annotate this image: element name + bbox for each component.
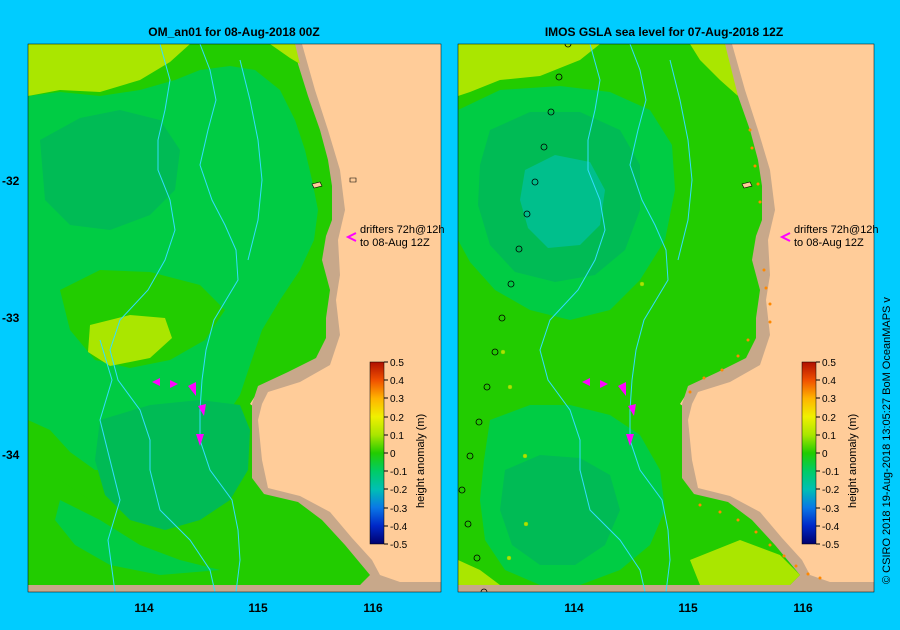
y-tick-label: -34: [2, 448, 20, 462]
colorbar-tick: -0.5: [390, 540, 408, 551]
x-tick-label: 114: [134, 601, 154, 615]
drifter-tracks: [152, 378, 206, 446]
colorbar-tick: 0.1: [822, 431, 836, 442]
colorbar-tick: 0.1: [390, 431, 404, 442]
drifter-note-line1: drifters 72h@12h: [360, 224, 445, 236]
right-map: [458, 44, 874, 592]
colorbar-tick: 0.5: [822, 358, 836, 369]
drifter-annotation-arrow: [345, 232, 357, 242]
shelf-area: [458, 44, 874, 592]
y-tick-label: -32: [2, 174, 20, 188]
credit-text: © CSIRO 2018 19-Aug-2018 13:05:27 BoM Oc…: [881, 297, 893, 584]
drifter-note-line2: to 08-Aug 12Z: [360, 237, 430, 249]
y-tick-label: -33: [2, 311, 20, 325]
colorbar-tick: 0.2: [822, 413, 836, 424]
colorbar-tick: 0: [390, 449, 396, 460]
colorbar-tick: 0: [822, 449, 828, 460]
colorbar-tick: -0.2: [390, 485, 408, 496]
shelf-area: [28, 44, 441, 592]
colorbar-tick: -0.1: [390, 467, 408, 478]
x-tick-label: 115: [678, 601, 698, 615]
x-tick-label: 116: [363, 601, 383, 615]
colorbar-label: height anomaly (m): [847, 414, 859, 508]
colorbar-tick: -0.3: [390, 504, 408, 515]
drifter-tracks: [582, 378, 636, 446]
colorbar-tick: -0.1: [822, 467, 840, 478]
colorbar-left: 0.5 0.4 0.3 0.2 0.1 0 -0.1 -0.2 -0.3 -0.…: [369, 358, 427, 551]
colorbar-tick: -0.4: [390, 522, 408, 533]
left-panel-title: OM_an01 for 08-Aug-2018 00Z: [148, 25, 319, 39]
right-panel-title: IMOS GSLA sea level for 07-Aug-2018 12Z: [545, 25, 783, 39]
colorbar-label: height anomaly (m): [415, 414, 427, 508]
colorbar-tick: 0.2: [390, 413, 404, 424]
colorbar-tick: -0.5: [822, 540, 840, 551]
colorbar-tick: -0.2: [822, 485, 840, 496]
colorbar-tick: 0.5: [390, 358, 404, 369]
colorbar-tick: 0.3: [822, 394, 836, 405]
x-tick-label: 114: [564, 601, 584, 615]
altimeter-points: [688, 128, 822, 580]
drifter-note-line2: to 08-Aug 12Z: [794, 237, 864, 249]
x-tick-label: 115: [248, 601, 268, 615]
colorbar-tick: -0.3: [822, 504, 840, 515]
drifter-annotation-arrow: [779, 232, 791, 242]
colorbar-right: 0.5 0.4 0.3 0.2 0.1 0 -0.1 -0.2 -0.3 -0.…: [801, 358, 859, 551]
colorbar-tick: -0.4: [822, 522, 840, 533]
x-tick-label: 116: [793, 601, 813, 615]
drifter-note-line1: drifters 72h@12h: [794, 224, 879, 236]
left-map: [28, 44, 441, 592]
colorbar-tick: 0.4: [822, 376, 836, 387]
colorbar-tick: 0.3: [390, 394, 404, 405]
colorbar-tick: 0.4: [390, 376, 404, 387]
altimeter-track: [458, 44, 572, 592]
